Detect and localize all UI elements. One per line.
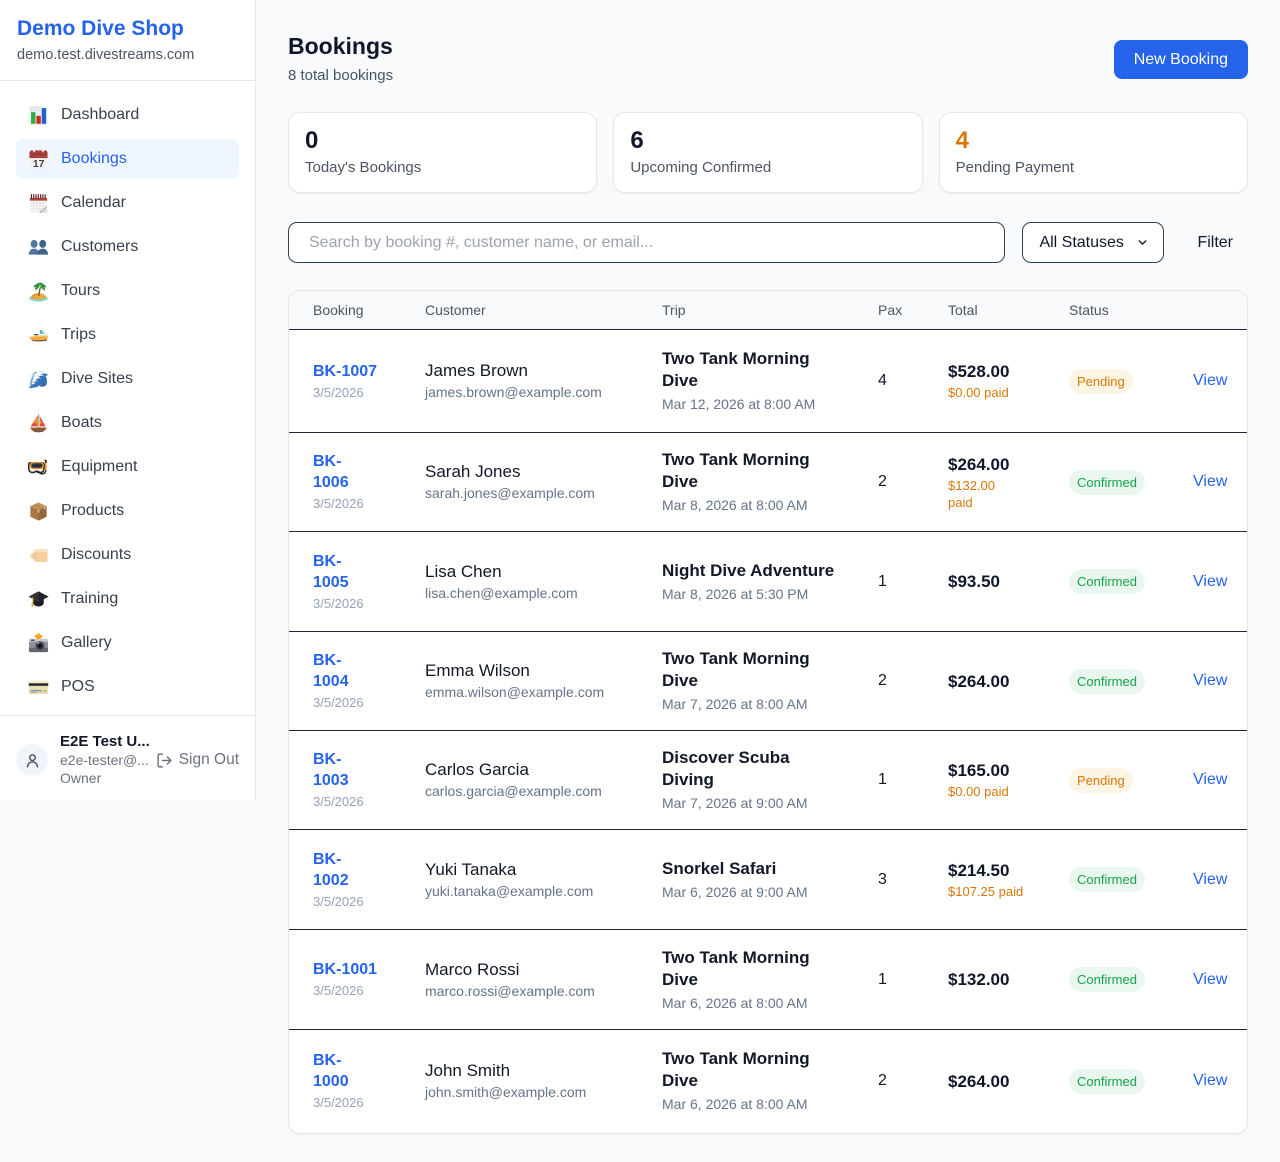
svg-text:17: 17	[33, 157, 45, 169]
